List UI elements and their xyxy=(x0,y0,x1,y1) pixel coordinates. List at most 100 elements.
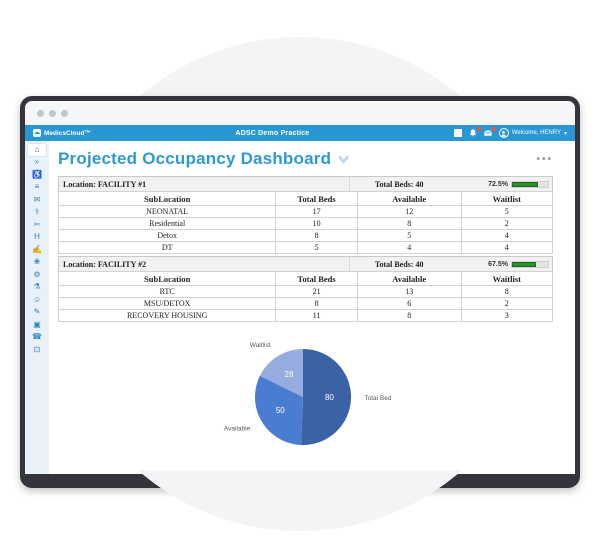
table-row: MSU/DETOX 8 6 2 xyxy=(57,297,554,310)
occupancy-indicator: 72.5% xyxy=(488,180,552,188)
pie-slice-total-bed[interactable] xyxy=(300,348,351,445)
cell: 10 xyxy=(275,217,358,230)
cell: 4 xyxy=(460,229,554,242)
location-header-bar: Location: FACILITY #2 Total Beds: 40 67.5% xyxy=(58,256,553,271)
cell: 4 xyxy=(460,241,554,254)
notification-badge xyxy=(476,126,481,131)
cell: 5 xyxy=(460,205,554,218)
user-avatar-icon xyxy=(498,128,509,138)
table-row: NEONATAL 17 12 5 xyxy=(57,205,554,218)
pie-value-label: 28 xyxy=(284,370,293,379)
column-header: Waitlist xyxy=(460,271,554,286)
sidebar-nav: ⌂» ♿ ≡ ✉ ⚕ ✂ H ✍ ❀ ⚙ ⚗ ☺ ✎ ▣ ☎ ⊡ xyxy=(25,141,49,474)
cell: Detox xyxy=(57,229,277,242)
practice-title: ADSC Demo Practice xyxy=(235,129,310,137)
total-beds-label: Total Beds: 40 xyxy=(374,179,424,189)
appbar-actions: Welcome, HENRY ▾ xyxy=(454,126,567,138)
cell: 8 xyxy=(356,217,462,230)
sidebar-item-census-list[interactable]: ≡ xyxy=(34,182,40,192)
sidebar-item-notes[interactable]: ✎ xyxy=(33,307,41,317)
column-header: Available xyxy=(356,191,462,206)
cell: 17 xyxy=(275,205,358,218)
brand-logo[interactable]: ☁ MedicsCloud™ xyxy=(33,129,91,137)
table-header-row: SubLocation Total Beds Available Waitlist xyxy=(57,271,554,286)
sidebar-item-contacts[interactable]: ☎ xyxy=(32,332,42,342)
sidebar-item-settings[interactable]: ⚙ xyxy=(33,269,41,279)
sidebar-item-logout[interactable]: ⊡ xyxy=(33,344,41,354)
sidebar-item-hospital[interactable]: H xyxy=(34,232,40,242)
column-header: Waitlist xyxy=(460,191,554,206)
table-row: RTC 21 13 8 xyxy=(57,285,554,298)
cell: 3 xyxy=(460,309,554,322)
pie-name-label: Available xyxy=(223,425,250,432)
apps-grid-icon[interactable] xyxy=(454,129,463,138)
occupancy-progress-bar xyxy=(511,180,549,188)
sidebar-item-home[interactable]: ⌂ xyxy=(28,144,46,156)
window-close-button[interactable] xyxy=(37,109,44,117)
facility-section: Location: FACILITY #1 Total Beds: 40 72.5%… xyxy=(57,176,554,254)
dashboard-chevron-down-icon[interactable] xyxy=(337,154,350,164)
sidebar-item-medical[interactable]: ⚕ xyxy=(34,207,40,217)
user-menu[interactable]: Welcome, HENRY ▾ xyxy=(498,128,567,138)
browser-window: ☁ MedicsCloud™ ADSC Demo Practice xyxy=(20,96,580,488)
sidebar-item-accessibility[interactable]: ♿ xyxy=(32,169,42,179)
pie-slice-available[interactable] xyxy=(254,375,303,445)
sidebar-item-collapse[interactable]: » xyxy=(34,157,40,167)
user-caret-icon: ▾ xyxy=(563,130,567,137)
occupancy-progress-fill xyxy=(512,261,537,267)
table-row: Residential 10 8 2 xyxy=(57,217,554,230)
welcome-user-label: Welcome, HENRY xyxy=(511,130,561,136)
pie-name-label: Waitlist xyxy=(249,342,270,349)
cell: 5 xyxy=(275,241,358,254)
cell: RECOVERY HOUSING xyxy=(57,309,277,322)
table-row: Detox 8 5 4 xyxy=(57,229,554,242)
sidebar-item-procedures[interactable]: ✂ xyxy=(33,219,41,229)
browser-chrome xyxy=(25,101,575,125)
app-body: ⌂» ♿ ≡ ✉ ⚕ ✂ H ✍ ❀ ⚙ ⚗ ☺ ✎ ▣ ☎ ⊡ Projected Occupancy Da… xyxy=(25,141,575,474)
sidebar-item-wellness[interactable]: ❀ xyxy=(33,257,41,267)
cell: 21 xyxy=(275,285,358,298)
app-top-bar: ☁ MedicsCloud™ ADSC Demo Practice xyxy=(25,125,575,141)
window-maximize-button[interactable] xyxy=(61,109,68,117)
pie-value-label: 80 xyxy=(324,393,333,402)
cell: 11 xyxy=(275,309,358,322)
cell: DT xyxy=(57,241,277,254)
mail-badge xyxy=(491,126,496,131)
cell: Residential xyxy=(57,217,277,230)
location-header-bar: Location: FACILITY #1 Total Beds: 40 72.5% xyxy=(58,176,553,191)
occupancy-percent: 72.5% xyxy=(488,180,508,188)
overflow-menu-button[interactable]: ••• xyxy=(536,153,553,165)
window-minimize-button[interactable] xyxy=(49,109,56,117)
sidebar-item-care-plans[interactable]: ✍ xyxy=(32,244,42,254)
cell: NEONATAL xyxy=(57,205,277,218)
column-header: Total Beds xyxy=(275,191,358,206)
cell: 2 xyxy=(460,297,554,310)
brand-name: MedicsCloud™ xyxy=(44,129,91,137)
mail-icon[interactable] xyxy=(484,126,496,138)
pie-slice-waitlist[interactable] xyxy=(259,349,303,397)
sidebar-item-forms[interactable]: ▣ xyxy=(33,319,41,329)
occupancy-pie-chart[interactable]: 80 Total Bed 50 Available 28 Waitlist xyxy=(58,335,553,453)
cell: 12 xyxy=(356,205,462,218)
occupancy-progress-fill xyxy=(512,181,539,187)
column-header: Total Beds xyxy=(275,271,358,286)
table-row: RECOVERY HOUSING 11 8 3 xyxy=(57,309,554,322)
dashboard-title-row: Projected Occupancy Dashboard ••• xyxy=(58,149,553,169)
notifications-bell-icon[interactable] xyxy=(469,126,481,138)
cell: 5 xyxy=(356,229,462,242)
sidebar-item-messages[interactable]: ✉ xyxy=(33,194,41,204)
facility-tables: Location: FACILITY #1 Total Beds: 40 72.5%… xyxy=(57,176,554,322)
cell: 8 xyxy=(275,229,358,242)
cell: 13 xyxy=(356,285,462,298)
sidebar-item-patients[interactable]: ☺ xyxy=(32,294,42,304)
column-header: SubLocation xyxy=(57,271,277,286)
column-header: SubLocation xyxy=(57,191,277,206)
sidebar-item-lab[interactable]: ⚗ xyxy=(33,282,41,292)
location-label: Location: FACILITY #2 xyxy=(59,257,350,271)
occupancy-progress-bar xyxy=(511,260,549,268)
page-title: Projected Occupancy Dashboard xyxy=(58,149,332,168)
cell: 8 xyxy=(460,285,554,298)
total-beds-label: Total Beds: 40 xyxy=(374,259,424,269)
cell: MSU/DETOX xyxy=(57,297,277,310)
cell: 8 xyxy=(356,309,462,322)
